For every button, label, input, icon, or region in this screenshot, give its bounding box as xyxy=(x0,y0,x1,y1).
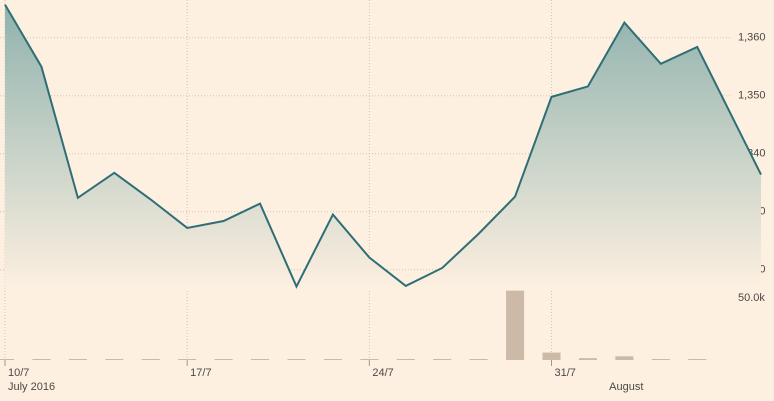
volume-bar xyxy=(542,352,561,360)
volume-bar xyxy=(506,290,525,360)
y-tick-label: 1,350 xyxy=(738,90,766,102)
x-period-label: July 2016 xyxy=(8,381,55,393)
x-tick-label: 31/7 xyxy=(555,367,576,379)
x-tick-label: 17/7 xyxy=(190,367,211,379)
volume-bar xyxy=(615,356,634,360)
volume-bar xyxy=(578,358,597,360)
volume-tick-label: 50.0k xyxy=(738,292,765,304)
area xyxy=(5,4,761,290)
y-tick-label: 1,360 xyxy=(738,32,766,44)
x-tick-label: 24/7 xyxy=(372,367,393,379)
x-period-label: August xyxy=(609,381,643,393)
x-tick-label: 10/7 xyxy=(8,367,29,379)
price-line xyxy=(4,4,762,289)
